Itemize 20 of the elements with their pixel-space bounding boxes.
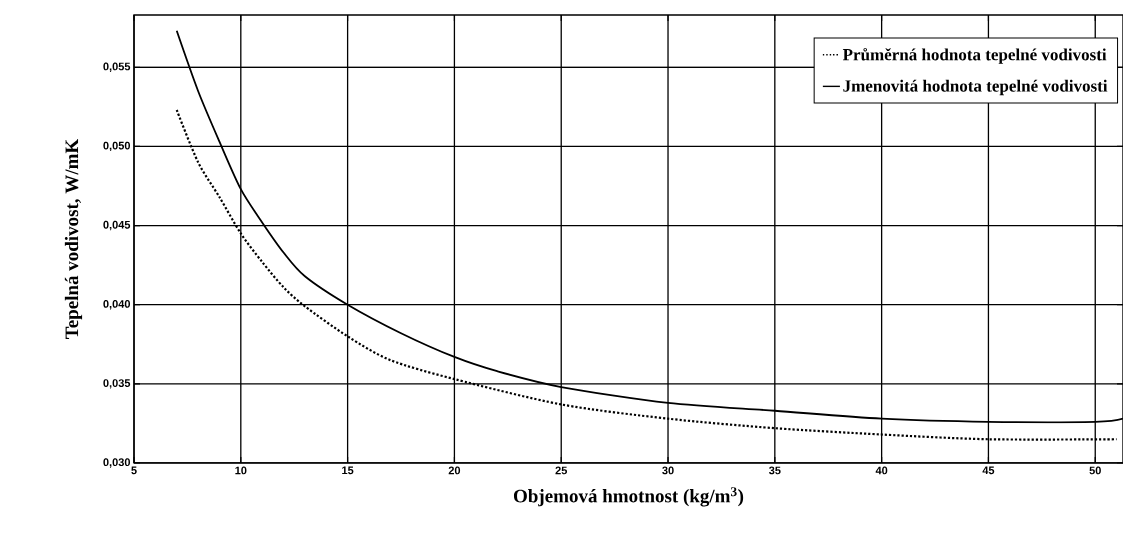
y-tick-label: 0,040 (103, 300, 131, 310)
x-tick-label: 10 (235, 466, 247, 475)
y-tick-label: 0,035 (103, 379, 131, 389)
x-tick-label: 45 (982, 466, 995, 475)
y-tick-label: 0,050 (103, 141, 131, 152)
x-tick-label: 5 (131, 466, 137, 475)
x-tick-label: 40 (875, 466, 888, 475)
x-tick-label: 25 (555, 466, 568, 475)
x-tick-label: 15 (342, 466, 354, 475)
y-tick-label: 0,055 (103, 62, 131, 72)
y-tick-label: 0,045 (103, 220, 131, 231)
x-tick-label: 35 (768, 466, 781, 475)
legend-label: Průměrná hodnota tepelné vodivosti (842, 47, 1107, 64)
y-tick-label: 0,030 (103, 458, 131, 468)
x-axis-title: Objemová hmotnost (kg/m$^{3}$) (513, 487, 744, 507)
x-tick-label: 20 (448, 466, 461, 475)
legend-label: Jmenovitá hodnota tepelné vodivosti (843, 79, 1108, 96)
x-tick-label: 30 (662, 466, 674, 475)
y-axis-title: Tepelná vodivost, W/mK (64, 138, 83, 339)
x-tick-label: 50 (1089, 466, 1101, 475)
